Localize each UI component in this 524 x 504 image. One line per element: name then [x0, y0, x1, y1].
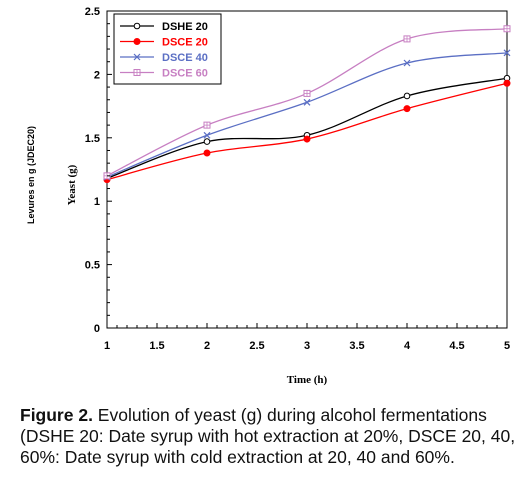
data-point — [403, 59, 411, 67]
data-point — [203, 131, 211, 139]
legend-marker — [133, 22, 141, 30]
marker-stroke — [403, 59, 411, 67]
series-markers — [103, 25, 511, 184]
y-tick-label: 1.5 — [85, 133, 100, 145]
x-tick-label: 4 — [404, 340, 411, 352]
x-tick-label: 2 — [204, 340, 210, 352]
legend-marker — [133, 53, 141, 61]
caption-label: Figure 2. — [20, 405, 93, 425]
data-point — [303, 135, 311, 143]
chart: 1 1.5 2 2.5 3 3.5 4 4.5 5 00.511.522.5 Time (h) … — [26, 6, 511, 386]
side-axis-label: Levures en g (JDEC20) — [26, 126, 36, 224]
figure-caption: Figure 2. Evolution of yeast (g) during … — [20, 405, 520, 468]
x-tick-label: 3.5 — [349, 340, 364, 352]
data-point — [503, 49, 511, 57]
series-line-2 — [106, 82, 508, 181]
legend-label: DSHE 20 — [162, 21, 208, 33]
data-point — [303, 89, 311, 97]
y-axis-ticks: 0 0.5 1 1.5 2 2.5 — [85, 6, 112, 335]
x-tick-label: 2.5 — [249, 340, 264, 352]
y-tick-label: 2 — [94, 69, 100, 81]
y-tick-label: 0 — [94, 323, 100, 335]
marker-stroke — [503, 49, 511, 57]
y-axis-title: Yeast (g) — [66, 164, 78, 205]
data-point — [403, 92, 411, 100]
x-tick-label: 3 — [304, 340, 310, 352]
data-point — [403, 35, 411, 43]
data-point — [203, 149, 211, 157]
marker-stroke — [133, 53, 141, 61]
y-tick-label: 0.5 — [85, 260, 100, 272]
data-point — [203, 121, 211, 129]
data-point — [203, 138, 211, 145]
legend-label: DSCE 20 — [162, 37, 208, 49]
data-point — [403, 105, 411, 113]
marker-stroke — [203, 131, 211, 139]
caption-text: Evolution of yeast (g) during alcohol fe… — [20, 405, 516, 467]
data-point — [503, 79, 511, 87]
legend-label: DSCE 40 — [162, 52, 208, 64]
y-tick-label: 2.5 — [85, 6, 100, 18]
legend-label: DSCE 60 — [162, 68, 208, 80]
legend-marker — [133, 38, 141, 45]
data-point — [503, 25, 511, 33]
x-tick-label: 1.5 — [149, 340, 164, 352]
legend-marker — [133, 69, 141, 76]
legend: DSHE 20 DSCE 20 DSCE 40 DSCE 60 — [113, 13, 222, 85]
x-tick-label: 4.5 — [449, 340, 464, 352]
x-axis-ticks: 1 1.5 2 2.5 3 3.5 4 4.5 5 — [104, 323, 510, 352]
x-tick-label: 5 — [504, 340, 510, 352]
x-axis-title: Time (h) — [287, 374, 328, 386]
y-tick-label: 1 — [94, 196, 100, 208]
data-point — [303, 98, 311, 106]
x-tick-label: 1 — [104, 340, 110, 352]
marker-stroke — [303, 98, 311, 106]
